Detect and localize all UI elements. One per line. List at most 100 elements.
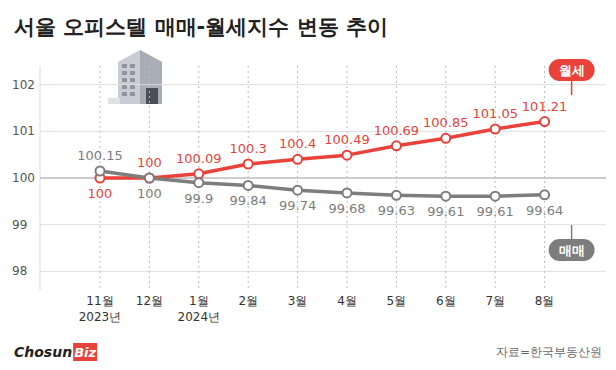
grid-line: [40, 131, 606, 132]
point: [392, 191, 401, 200]
point: [194, 169, 203, 178]
legend-item: 매매: [549, 225, 595, 261]
building-window: [122, 92, 127, 96]
point: [540, 117, 549, 126]
building-window: [122, 78, 127, 82]
y-tick-label: 102: [12, 78, 35, 92]
x-tick-label: 12월: [136, 294, 163, 308]
building-window: [122, 85, 127, 89]
labels: 100100100.09100.3100.4100.49100.69100.85…: [77, 99, 567, 220]
logo-text: Chosun: [14, 344, 72, 360]
x-guide-line: [347, 66, 348, 290]
x-tick-label-line: 7월: [485, 294, 505, 308]
data-label: 100: [137, 186, 162, 201]
x-guide-line: [445, 66, 446, 290]
data-label: 99.61: [477, 204, 514, 219]
building-body: [118, 50, 162, 104]
point: [194, 178, 203, 187]
logo-box: [73, 343, 97, 361]
point: [293, 186, 302, 195]
x-guide-line: [495, 66, 496, 290]
data-label: 99.63: [378, 203, 415, 218]
x-tick-label-line: 3월: [288, 294, 308, 308]
legend-label: 매매: [559, 243, 585, 258]
legend-pill: [549, 59, 595, 81]
logo-text: Biz: [74, 345, 96, 360]
series-line: [100, 122, 545, 178]
legend-item: 월세: [549, 59, 595, 95]
point: [244, 160, 253, 169]
point: [145, 174, 154, 183]
x-tick-label-line: 5월: [387, 294, 407, 308]
grid-line: [40, 271, 606, 272]
building-icon: [108, 50, 162, 104]
point: [491, 125, 500, 134]
building-side: [140, 50, 162, 104]
building-window: [130, 64, 135, 68]
legend-connector: [571, 81, 573, 95]
x-tick-label: 8월: [535, 294, 555, 308]
data-label: 100.49: [324, 132, 370, 147]
y-tick-label: 98: [12, 264, 27, 278]
building-window: [130, 85, 135, 89]
data-label: 100: [88, 186, 113, 201]
point: [343, 188, 352, 197]
data-label: 100.69: [374, 123, 420, 138]
data-label: 100: [137, 155, 162, 170]
point: [96, 167, 105, 176]
marks: [96, 117, 550, 201]
data-label: 100.85: [423, 115, 469, 130]
data-label: 100.15: [77, 148, 123, 163]
y-tick-label: 99: [12, 218, 27, 232]
building-door: [146, 88, 158, 104]
x-guide-line: [396, 66, 397, 290]
data-label: 101.21: [522, 99, 568, 114]
x-tick-label: 2월: [238, 294, 258, 308]
building-window: [130, 92, 135, 96]
point: [540, 190, 549, 199]
x-tick-label-line: 1월: [189, 294, 209, 308]
point: [343, 151, 352, 160]
data-label: 100.09: [176, 151, 222, 166]
y-tick-label: 101: [12, 124, 35, 138]
x-tick-label: 4월: [337, 294, 357, 308]
building-base: [108, 98, 120, 104]
x-tick-label-line: 2024년: [178, 310, 221, 324]
logo: ChosunBiz: [14, 343, 97, 361]
data-label: 99.84: [230, 193, 267, 208]
data-label: 99.9: [184, 191, 213, 206]
chart: 서울 오피스텔 매매-월세지수 변동 추이 98 99 100 101 102 11월202…: [0, 0, 616, 370]
data-label: 101.05: [472, 106, 518, 121]
x-tick-label-line: 8월: [535, 294, 555, 308]
point: [244, 181, 253, 190]
grid-line: [40, 84, 606, 85]
legend-pill: [549, 239, 595, 261]
series-line: [100, 171, 545, 196]
x-guide-line: [248, 66, 249, 290]
point: [441, 192, 450, 201]
building-window: [122, 71, 127, 75]
x-tick-label-line: 12월: [136, 294, 163, 308]
building-window: [130, 71, 135, 75]
x-tick-label: 6월: [436, 294, 456, 308]
x-tick-label: 11월2023년: [79, 294, 122, 324]
x-tick-label: 7월: [485, 294, 505, 308]
x-tick-label: 3월: [288, 294, 308, 308]
x-tick-label: 5월: [387, 294, 407, 308]
data-label: 99.74: [279, 198, 316, 213]
data-label: 100.4: [279, 136, 316, 151]
title: 서울 오피스텔 매매-월세지수 변동 추이: [14, 15, 388, 39]
grid-line: [40, 224, 606, 225]
point: [145, 174, 154, 183]
y-tick-label: 100: [12, 171, 35, 185]
building-window: [122, 64, 127, 68]
point: [392, 141, 401, 150]
data-label: 99.68: [328, 201, 365, 216]
point: [293, 155, 302, 164]
data-label: 99.61: [427, 204, 464, 219]
x-tick-label-line: 4월: [337, 294, 357, 308]
point: [491, 192, 500, 201]
x-tick-label: 1월 2024년: [178, 294, 221, 324]
x-tick-label-line: 6월: [436, 294, 456, 308]
legend-label: 월세: [559, 63, 585, 78]
